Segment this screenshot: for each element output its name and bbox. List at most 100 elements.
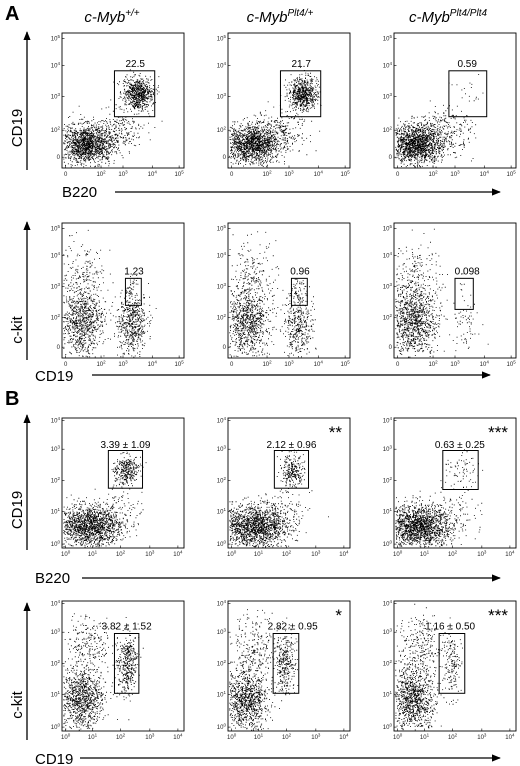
gate-rectangle bbox=[279, 70, 322, 118]
y-tick-label: 102 bbox=[217, 476, 227, 485]
x-tick-label: 100 bbox=[393, 733, 403, 742]
x-tick-label: 101 bbox=[420, 733, 430, 742]
y-tick-label: 104 bbox=[383, 599, 393, 608]
plot-b2-col2: 2.82 ± 0.95 * 100 101 102 103 104 100 101 102 103 1… bbox=[217, 599, 351, 742]
x-tick-label: 103 bbox=[118, 360, 128, 369]
x-tick-label: 104 bbox=[339, 550, 349, 559]
event-dots bbox=[63, 446, 147, 548]
gate-rectangle bbox=[273, 450, 310, 489]
y-tick-label: 103 bbox=[383, 628, 393, 637]
x-axis-label-b2: CD19 bbox=[35, 751, 73, 766]
y-tick-label: 103 bbox=[383, 282, 393, 291]
x-tick-label: 103 bbox=[284, 360, 294, 369]
x-tick-label: 102 bbox=[448, 550, 458, 559]
gate-rectangle bbox=[290, 277, 308, 306]
event-dots-path bbox=[395, 74, 484, 168]
y-tick-label: 101 bbox=[217, 690, 227, 699]
x-tick-label: 102 bbox=[428, 170, 438, 179]
event-dots bbox=[63, 229, 157, 358]
significance-stars: *** bbox=[488, 606, 508, 625]
x-tick-label: 101 bbox=[254, 733, 264, 742]
y-tick-label: 105 bbox=[383, 34, 393, 43]
x-tick-label: 103 bbox=[145, 733, 155, 742]
y-tick-label: 0 bbox=[57, 345, 61, 351]
y-tick-label: 101 bbox=[51, 690, 61, 699]
panel-label-a: A bbox=[5, 3, 19, 25]
x-tick-label: 0 bbox=[230, 362, 234, 368]
event-dots bbox=[395, 228, 489, 358]
y-tick-label: 103 bbox=[383, 445, 393, 454]
y-tick-label: 105 bbox=[51, 34, 61, 43]
y-tick-label: 103 bbox=[217, 282, 227, 291]
event-dots-path bbox=[63, 613, 144, 731]
event-dots-path bbox=[229, 444, 329, 548]
gate-percentage-label: 21.7 bbox=[291, 59, 311, 70]
plot-frame bbox=[227, 32, 351, 169]
x-tick-label: 101 bbox=[420, 550, 430, 559]
x-tick-label: 104 bbox=[173, 550, 183, 559]
y-tick-label: 102 bbox=[383, 313, 393, 322]
y-tick-label: 103 bbox=[51, 445, 61, 454]
y-tick-label: 0 bbox=[223, 345, 227, 351]
plot-a2-col3: 0.098 0 102 103 104 105 0 102 103 104 105 bbox=[383, 222, 517, 369]
x-tick-label: 100 bbox=[227, 733, 237, 742]
y-tick-label: 104 bbox=[217, 416, 227, 425]
x-tick-label: 103 bbox=[311, 550, 321, 559]
event-dots-path bbox=[395, 603, 463, 731]
x-axis-label-b1: B220 bbox=[35, 570, 70, 587]
x-tick-label: 102 bbox=[282, 733, 292, 742]
y-tick-label: 102 bbox=[51, 126, 61, 135]
y-tick-label: 104 bbox=[51, 416, 61, 425]
x-tick-label: 105 bbox=[341, 170, 351, 179]
y-axis-label-a2: c-kit bbox=[9, 315, 26, 343]
event-dots-path bbox=[395, 449, 484, 548]
gate-percentage-label: 0.59 bbox=[457, 59, 477, 70]
x-tick-label: 101 bbox=[88, 733, 98, 742]
x-tick-label: 105 bbox=[507, 170, 517, 179]
y-tick-label: 103 bbox=[217, 628, 227, 637]
gate-percentage-label: 0.63 ± 0.25 bbox=[435, 440, 485, 451]
x-tick-label: 105 bbox=[175, 170, 185, 179]
column-header-wildtype: c-Myb+/+ bbox=[84, 8, 139, 26]
gate-percentage-label: 22.5 bbox=[125, 59, 145, 70]
y-tick-label: 101 bbox=[383, 690, 393, 699]
plot-b2-col3: 1.16 ± 0.50 *** 100 101 102 103 104 100 101 102 10… bbox=[383, 599, 517, 742]
y-tick-label: 100 bbox=[217, 540, 227, 549]
y-tick-label: 102 bbox=[217, 126, 227, 135]
plot-frame bbox=[227, 222, 351, 359]
column-header-homozygous: c-MybPlt4/Plt4 bbox=[409, 8, 488, 26]
x-axis-label-a2: CD19 bbox=[35, 368, 73, 385]
gate-rectangle bbox=[448, 70, 488, 118]
y-tick-label: 104 bbox=[217, 61, 227, 70]
x-tick-label: 102 bbox=[428, 360, 438, 369]
y-tick-label: 103 bbox=[51, 92, 61, 101]
y-tick-label: 105 bbox=[217, 224, 227, 233]
y-tick-label: 104 bbox=[383, 61, 393, 70]
event-dots bbox=[395, 74, 484, 168]
x-tick-label: 100 bbox=[393, 550, 403, 559]
x-tick-label: 102 bbox=[96, 170, 106, 179]
event-dots bbox=[229, 66, 322, 167]
x-tick-label: 0 bbox=[230, 172, 234, 178]
plot-frame bbox=[393, 32, 517, 169]
y-tick-label: 105 bbox=[383, 224, 393, 233]
y-tick-label: 102 bbox=[383, 126, 393, 135]
x-tick-label: 102 bbox=[448, 733, 458, 742]
gate-rectangle bbox=[107, 450, 144, 489]
event-dots bbox=[63, 613, 144, 731]
y-tick-label: 0 bbox=[389, 345, 393, 351]
gate-percentage-label: 0.96 bbox=[290, 266, 310, 277]
y-tick-label: 103 bbox=[51, 628, 61, 637]
x-tick-label: 100 bbox=[61, 733, 71, 742]
x-tick-label: 103 bbox=[118, 170, 128, 179]
x-tick-label: 105 bbox=[507, 360, 517, 369]
x-axis-label-a1: B220 bbox=[62, 184, 97, 201]
gate-percentage-label: 1.23 bbox=[124, 266, 144, 277]
x-tick-label: 104 bbox=[173, 733, 183, 742]
event-dots bbox=[229, 609, 299, 731]
gate-rectangle bbox=[113, 70, 156, 118]
gate-percentage-label: 2.82 ± 0.95 bbox=[268, 622, 318, 633]
y-tick-label: 104 bbox=[51, 599, 61, 608]
y-tick-label: 105 bbox=[51, 224, 61, 233]
panel-label-b: B bbox=[5, 388, 19, 410]
